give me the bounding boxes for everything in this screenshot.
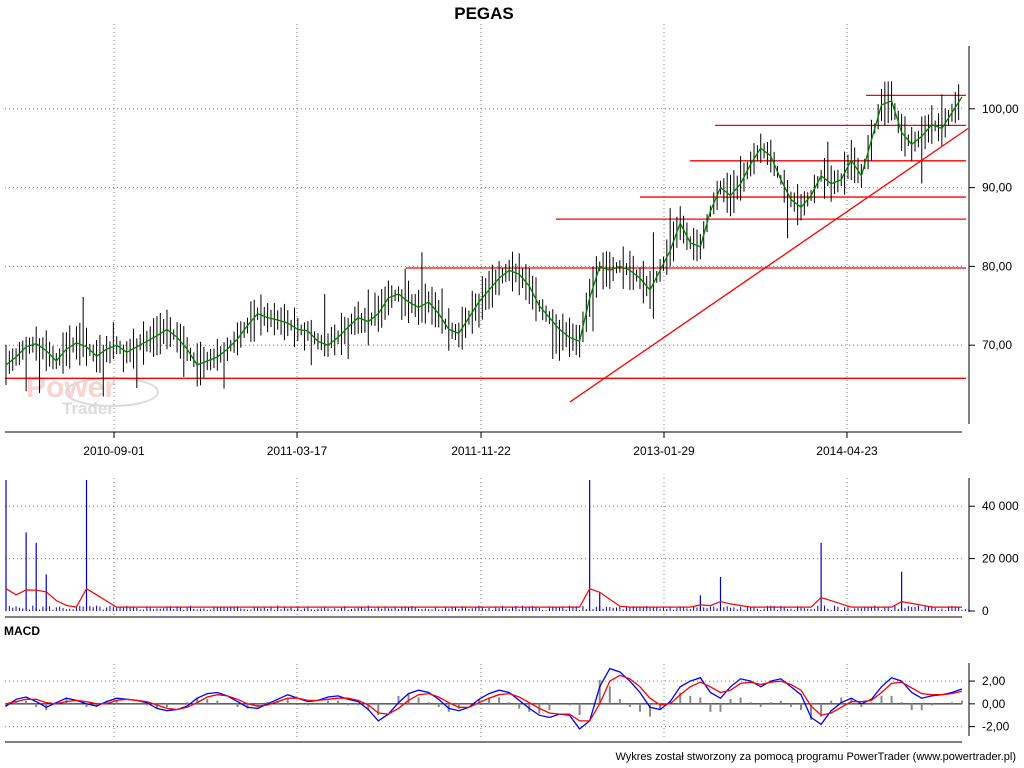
watermark-power: Power bbox=[26, 371, 116, 404]
price-candles bbox=[5, 81, 960, 397]
price-x-tick-label: 2010-09-01 bbox=[83, 444, 145, 458]
volume-y-tick-label: 40 000 bbox=[982, 499, 1019, 513]
moving-average-line bbox=[5, 96, 963, 366]
volume-grid bbox=[5, 478, 962, 615]
macd-line bbox=[5, 667, 963, 730]
volume-bars bbox=[5, 480, 970, 611]
price-panel: 70,00 80,00 90,00 100,00 2010-09-01 2011-03-… bbox=[5, 24, 1019, 458]
price-y-ticks: 70,00 80,00 90,00 100,00 bbox=[969, 102, 1019, 352]
support-lines bbox=[5, 94, 966, 379]
price-y-tick-label: 70,00 bbox=[982, 338, 1012, 352]
macd-y-tick-label: 2,00 bbox=[982, 674, 1006, 688]
volume-y-tick-label: 0 bbox=[982, 604, 989, 618]
volume-y-ticks: 0 20 000 40 000 bbox=[969, 499, 1019, 618]
price-x-tick-label: 2013-01-29 bbox=[633, 444, 695, 458]
watermark-trader: Trader bbox=[62, 399, 114, 418]
price-x-tick-label: 2011-03-17 bbox=[267, 444, 328, 458]
price-x-ticks: 2010-09-01 2011-03-17 2011-11-22 2013-01-29… bbox=[83, 432, 878, 458]
macd-y-tick-label: 0,00 bbox=[982, 697, 1006, 711]
volume-moving-average bbox=[5, 587, 962, 608]
macd-y-ticks: -2,00 0,00 2,00 bbox=[969, 674, 1010, 734]
footer-credit: Wykres został stworzony za pomocą progra… bbox=[615, 751, 1016, 763]
price-y-tick-label: 90,00 bbox=[982, 181, 1012, 195]
moving-average bbox=[5, 96, 963, 366]
macd-label: MACD bbox=[4, 624, 40, 638]
price-y-tick-label: 80,00 bbox=[982, 259, 1012, 273]
macd-lines bbox=[5, 667, 963, 730]
price-x-tick-label: 2014-04-23 bbox=[816, 444, 878, 458]
price-y-tick-label: 100,00 bbox=[982, 102, 1019, 116]
chart-title: PEGAS bbox=[454, 4, 514, 23]
macd-grid bbox=[5, 664, 962, 740]
price-x-tick-label: 2011-11-22 bbox=[451, 444, 511, 458]
price-grid bbox=[5, 24, 962, 430]
volume-ma-line bbox=[5, 587, 962, 608]
trendline bbox=[569, 127, 969, 403]
signal-line bbox=[5, 674, 963, 722]
volume-y-tick-label: 20 000 bbox=[982, 552, 1019, 566]
volume-panel: 0 20 000 40 000 bbox=[5, 478, 1019, 618]
macd-y-tick-label: -2,00 bbox=[982, 720, 1010, 734]
macd-panel: MACD -2,00 0,00 2,00 bbox=[4, 624, 1010, 743]
trend-line bbox=[569, 127, 969, 403]
